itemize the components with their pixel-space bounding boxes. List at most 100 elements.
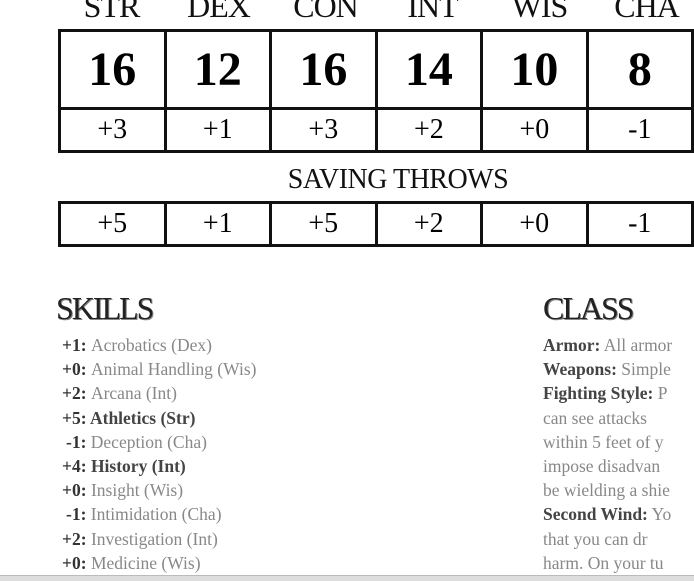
feature-text: P <box>653 383 668 404</box>
skill-item: +4: History (Int) <box>62 454 256 478</box>
colon: : <box>80 335 91 355</box>
feature-text: harm. On your tu <box>543 552 664 573</box>
skill-name: Deception (Cha) <box>90 431 207 452</box>
ability-score: 14 <box>374 29 484 110</box>
feature-text: be wielding a shie <box>543 480 670 501</box>
feature-name: Weapons: <box>543 359 617 380</box>
save-row: +5 +1 +5 +2 +0 -1 <box>58 201 694 247</box>
feature-name: Second Wind: <box>543 504 648 525</box>
modifier-row: +3 +1 +3 +2 +0 -1 <box>58 107 694 153</box>
ability-name: INT <box>407 0 458 24</box>
saving-throw: +1 <box>163 201 272 247</box>
ability-modifier: +0 <box>480 107 589 153</box>
saving-throw: +5 <box>269 201 378 247</box>
class-feature-line: Second Wind: Yo <box>543 502 694 526</box>
feature-text: that you can dr <box>543 528 648 549</box>
skill-name: Insight (Wis) <box>90 480 184 501</box>
class-feature-line: impose disadvan <box>543 454 694 478</box>
colon: : <box>80 480 91 501</box>
skill-modifier: +0 <box>62 359 81 380</box>
skill-name: Athletics (Str) <box>89 407 196 428</box>
ability-score: 8 <box>585 29 694 110</box>
skill-name: Medicine (Wis) <box>90 552 201 573</box>
saving-throws-table: +5 +1 +5 +2 +0 -1 <box>58 201 694 247</box>
skill-item: +1: Acrobatics (Dex) <box>62 333 256 357</box>
colon: : <box>80 407 90 428</box>
class-features: Armor: All armor Weapons: Simple Fighting … <box>543 333 694 575</box>
score-row: 16 12 16 14 10 8 <box>58 29 694 110</box>
ability-name: WIS <box>511 0 569 24</box>
colon: : <box>80 359 91 380</box>
skill-item: +0: Animal Handling (Wis) <box>62 357 256 381</box>
feature-text: within 5 feet of y <box>543 431 664 452</box>
horizontal-scrollbar[interactable] <box>0 575 694 581</box>
ability-headers: STR DEX CON INT WIS CHA <box>58 0 694 24</box>
feature-text: impose disadvan <box>543 456 661 477</box>
ability-score: 10 <box>480 29 589 110</box>
saving-throw: +5 <box>58 201 167 247</box>
skill-modifier: +2 <box>62 383 81 404</box>
skill-modifier: -1 <box>66 504 81 525</box>
colon: : <box>80 528 91 549</box>
skill-item: -1: Deception (Cha) <box>62 430 256 454</box>
ability-modifier: +2 <box>374 107 484 153</box>
colon: : <box>80 504 91 525</box>
ability-score: 16 <box>58 29 167 110</box>
class-feature-line: Armor: All armor <box>543 333 694 357</box>
ability-score: 16 <box>269 29 378 110</box>
ability-modifier: +1 <box>163 107 273 153</box>
class-feature-line: Fighting Style: P <box>543 381 694 405</box>
skill-item: +5: Athletics (Str) <box>62 406 256 430</box>
skill-name: Intimidation (Cha) <box>90 504 222 525</box>
feature-text: Yo <box>647 504 672 525</box>
skill-modifier: +2 <box>62 528 81 549</box>
ability-name: CON <box>293 0 359 24</box>
skill-modifier: +5 <box>62 407 81 428</box>
colon: : <box>80 552 91 573</box>
ability-modifier: -1 <box>585 107 694 153</box>
ability-modifier: +3 <box>269 107 378 153</box>
skill-item: +2: Investigation (Int) <box>62 527 256 551</box>
feature-name: Armor: <box>543 335 601 355</box>
class-feature-line: be wielding a shie <box>543 478 694 502</box>
saving-throw: -1 <box>585 201 694 247</box>
saving-throw: +2 <box>374 201 483 247</box>
skill-item: +0: Medicine (Wis) <box>62 551 256 575</box>
skill-name: Animal Handling (Wis) <box>90 359 257 380</box>
colon: : <box>80 383 91 404</box>
skills-list: +1: Acrobatics (Dex) +0: Animal Handling … <box>62 333 256 575</box>
skill-item: -1: Intimidation (Cha) <box>62 502 256 526</box>
class-feature-line: can see attacks <box>543 406 694 430</box>
skill-modifier: +1 <box>62 335 81 355</box>
skill-modifier: +4 <box>62 456 81 477</box>
colon: : <box>80 456 91 477</box>
skills-title: SKILLS <box>56 290 154 326</box>
ability-name: STR <box>83 0 141 24</box>
skill-name: Investigation (Int) <box>90 528 218 549</box>
saving-throw: +0 <box>480 201 589 247</box>
feature-text: All armor <box>600 335 673 355</box>
skill-name: History (Int) <box>90 456 186 477</box>
skill-name: Acrobatics (Dex) <box>90 335 212 355</box>
feature-name: Fighting Style: <box>543 383 654 404</box>
class-feature-line: that you can dr <box>543 527 694 551</box>
ability-modifier: +3 <box>58 107 167 153</box>
colon: : <box>80 431 91 452</box>
skill-modifier: +0 <box>62 480 81 501</box>
skill-modifier: +0 <box>62 552 81 573</box>
class-feature-line: harm. On your tu <box>543 551 694 575</box>
skill-item: +0: Insight (Wis) <box>62 478 256 502</box>
saving-throws-title: SAVING THROWS <box>287 164 509 195</box>
ability-score: 12 <box>163 29 273 110</box>
ability-name: DEX <box>187 0 251 24</box>
ability-name: CHA <box>614 0 680 24</box>
class-feature-line: Weapons: Simple <box>543 357 694 381</box>
feature-text: can see attacks <box>543 407 647 428</box>
class-feature-line: within 5 feet of y <box>543 430 694 454</box>
skill-modifier: -1 <box>66 431 81 452</box>
skill-name: Arcana (Int) <box>90 383 177 404</box>
skill-item: +2: Arcana (Int) <box>62 381 256 405</box>
ability-scores-table: 16 12 16 14 10 8 +3 +1 +3 +2 +0 -1 <box>58 29 694 153</box>
class-title: CLASS <box>543 290 635 326</box>
feature-text: Simple <box>616 359 671 380</box>
